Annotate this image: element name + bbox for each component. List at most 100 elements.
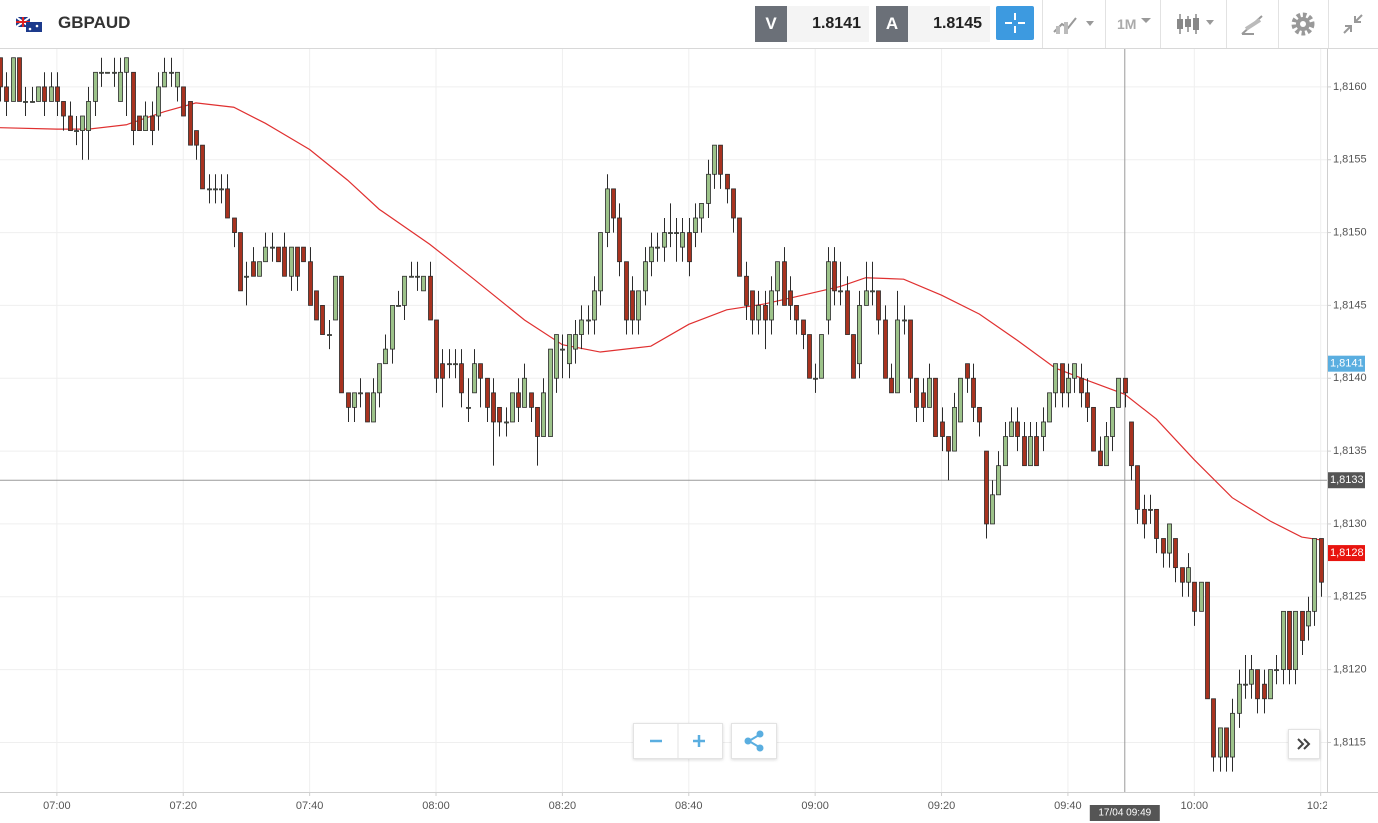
candle-body — [188, 101, 193, 146]
candle-body — [314, 290, 319, 321]
candle-body — [668, 232, 673, 234]
candle-body — [257, 261, 262, 277]
candle-body — [1142, 508, 1147, 525]
candle-body — [775, 261, 780, 292]
candle-body — [1110, 406, 1115, 437]
candle-body — [131, 71, 136, 131]
candle-body — [876, 290, 881, 321]
symbol: GBPAUD — [58, 13, 131, 32]
candle-body — [1085, 392, 1090, 408]
candle-body — [693, 217, 698, 233]
settings-button[interactable] — [1290, 11, 1316, 37]
ask-price[interactable]: 1.8145 — [908, 6, 990, 42]
candle-body — [99, 71, 104, 74]
candle-body — [586, 319, 591, 322]
candle-body — [1066, 377, 1071, 394]
candle-body — [541, 392, 546, 437]
candle-body — [940, 421, 945, 437]
candle-body — [333, 275, 338, 321]
candle-body — [251, 261, 256, 277]
candle-body — [68, 115, 73, 131]
candle-body — [1053, 363, 1058, 394]
x-tick-label: 08:20 — [549, 800, 577, 812]
candle-body — [213, 188, 218, 191]
plot-area — [0, 49, 1327, 792]
candle-body — [491, 392, 496, 423]
candle-body — [674, 232, 679, 234]
drawing-button[interactable] — [1240, 12, 1266, 36]
candle-body — [813, 377, 818, 380]
candle-body — [1104, 436, 1109, 467]
zoom-buttons — [633, 723, 723, 759]
candle-body — [914, 377, 919, 408]
candle-body — [1268, 669, 1273, 700]
candle-body — [1167, 523, 1172, 554]
flag-icon — [16, 17, 42, 32]
candle-body — [143, 115, 148, 131]
candle-body — [788, 290, 793, 306]
y-tick-label: 1,8120 — [1333, 664, 1367, 676]
candle-body — [864, 290, 869, 306]
candle-body — [1098, 450, 1103, 467]
candle-body — [1319, 538, 1324, 583]
bid-price[interactable]: 1.8141 — [787, 6, 869, 42]
candle-body — [655, 246, 660, 249]
scroll-end-button[interactable] — [1288, 729, 1320, 759]
candle-body — [529, 392, 534, 408]
candle-body — [1060, 363, 1065, 394]
candle-body — [996, 465, 1001, 496]
candle-body — [1028, 436, 1033, 467]
ask-label[interactable]: A — [876, 6, 908, 42]
share-button[interactable] — [731, 723, 777, 759]
zoom-in-button[interactable] — [678, 724, 722, 758]
candle-body — [1249, 669, 1254, 685]
price-marker-label: 1,8141 — [1330, 358, 1364, 370]
candle-body — [289, 246, 294, 277]
candle-body — [971, 377, 976, 408]
candle-body — [592, 290, 597, 321]
candle-body — [459, 363, 464, 394]
candle-body — [320, 305, 325, 335]
collapse-button[interactable] — [1341, 12, 1365, 36]
candle-body — [567, 334, 572, 365]
candle-body — [390, 305, 395, 350]
candle-body — [990, 494, 995, 525]
candle-body — [712, 144, 717, 175]
separator — [1042, 0, 1043, 48]
scroll-end-icon — [1297, 738, 1311, 750]
candle-body — [1047, 392, 1052, 423]
zoom-out-button[interactable] — [634, 724, 678, 758]
x-tick-label: 09:00 — [801, 800, 829, 812]
crosshair-button[interactable] — [996, 6, 1034, 40]
share-icon — [744, 730, 764, 752]
separator — [1226, 0, 1227, 48]
candle-body — [74, 130, 79, 132]
y-tick-label: 1,8145 — [1333, 299, 1367, 311]
candle-body — [118, 71, 123, 102]
candle-body — [725, 173, 730, 190]
candle-body — [1161, 538, 1166, 554]
y-tick-label: 1,8125 — [1333, 591, 1367, 603]
candle-body — [1186, 567, 1191, 583]
candle-body — [156, 86, 161, 117]
x-tick-label: 08:40 — [675, 800, 703, 812]
candle-body — [579, 319, 584, 335]
candle-body — [1224, 727, 1229, 758]
candle-body — [371, 392, 376, 423]
crosshair-x-box — [1089, 805, 1160, 821]
candle-body — [744, 275, 749, 306]
chart-type-button[interactable] — [1174, 11, 1220, 37]
y-tick-label: 1,8115 — [1333, 736, 1366, 748]
indicator-button[interactable] — [1052, 12, 1098, 36]
candle-body — [282, 246, 287, 277]
candle-body — [1192, 581, 1197, 612]
candle-body — [706, 173, 711, 204]
candle-body — [1312, 538, 1317, 612]
bid-label[interactable]: V — [755, 6, 787, 42]
candle-body — [1003, 436, 1008, 467]
candle-body — [453, 363, 458, 366]
candle-body — [977, 406, 982, 423]
timeframe[interactable]: 1M — [1117, 16, 1137, 32]
candle-body — [4, 86, 9, 102]
candle-body — [908, 319, 913, 379]
